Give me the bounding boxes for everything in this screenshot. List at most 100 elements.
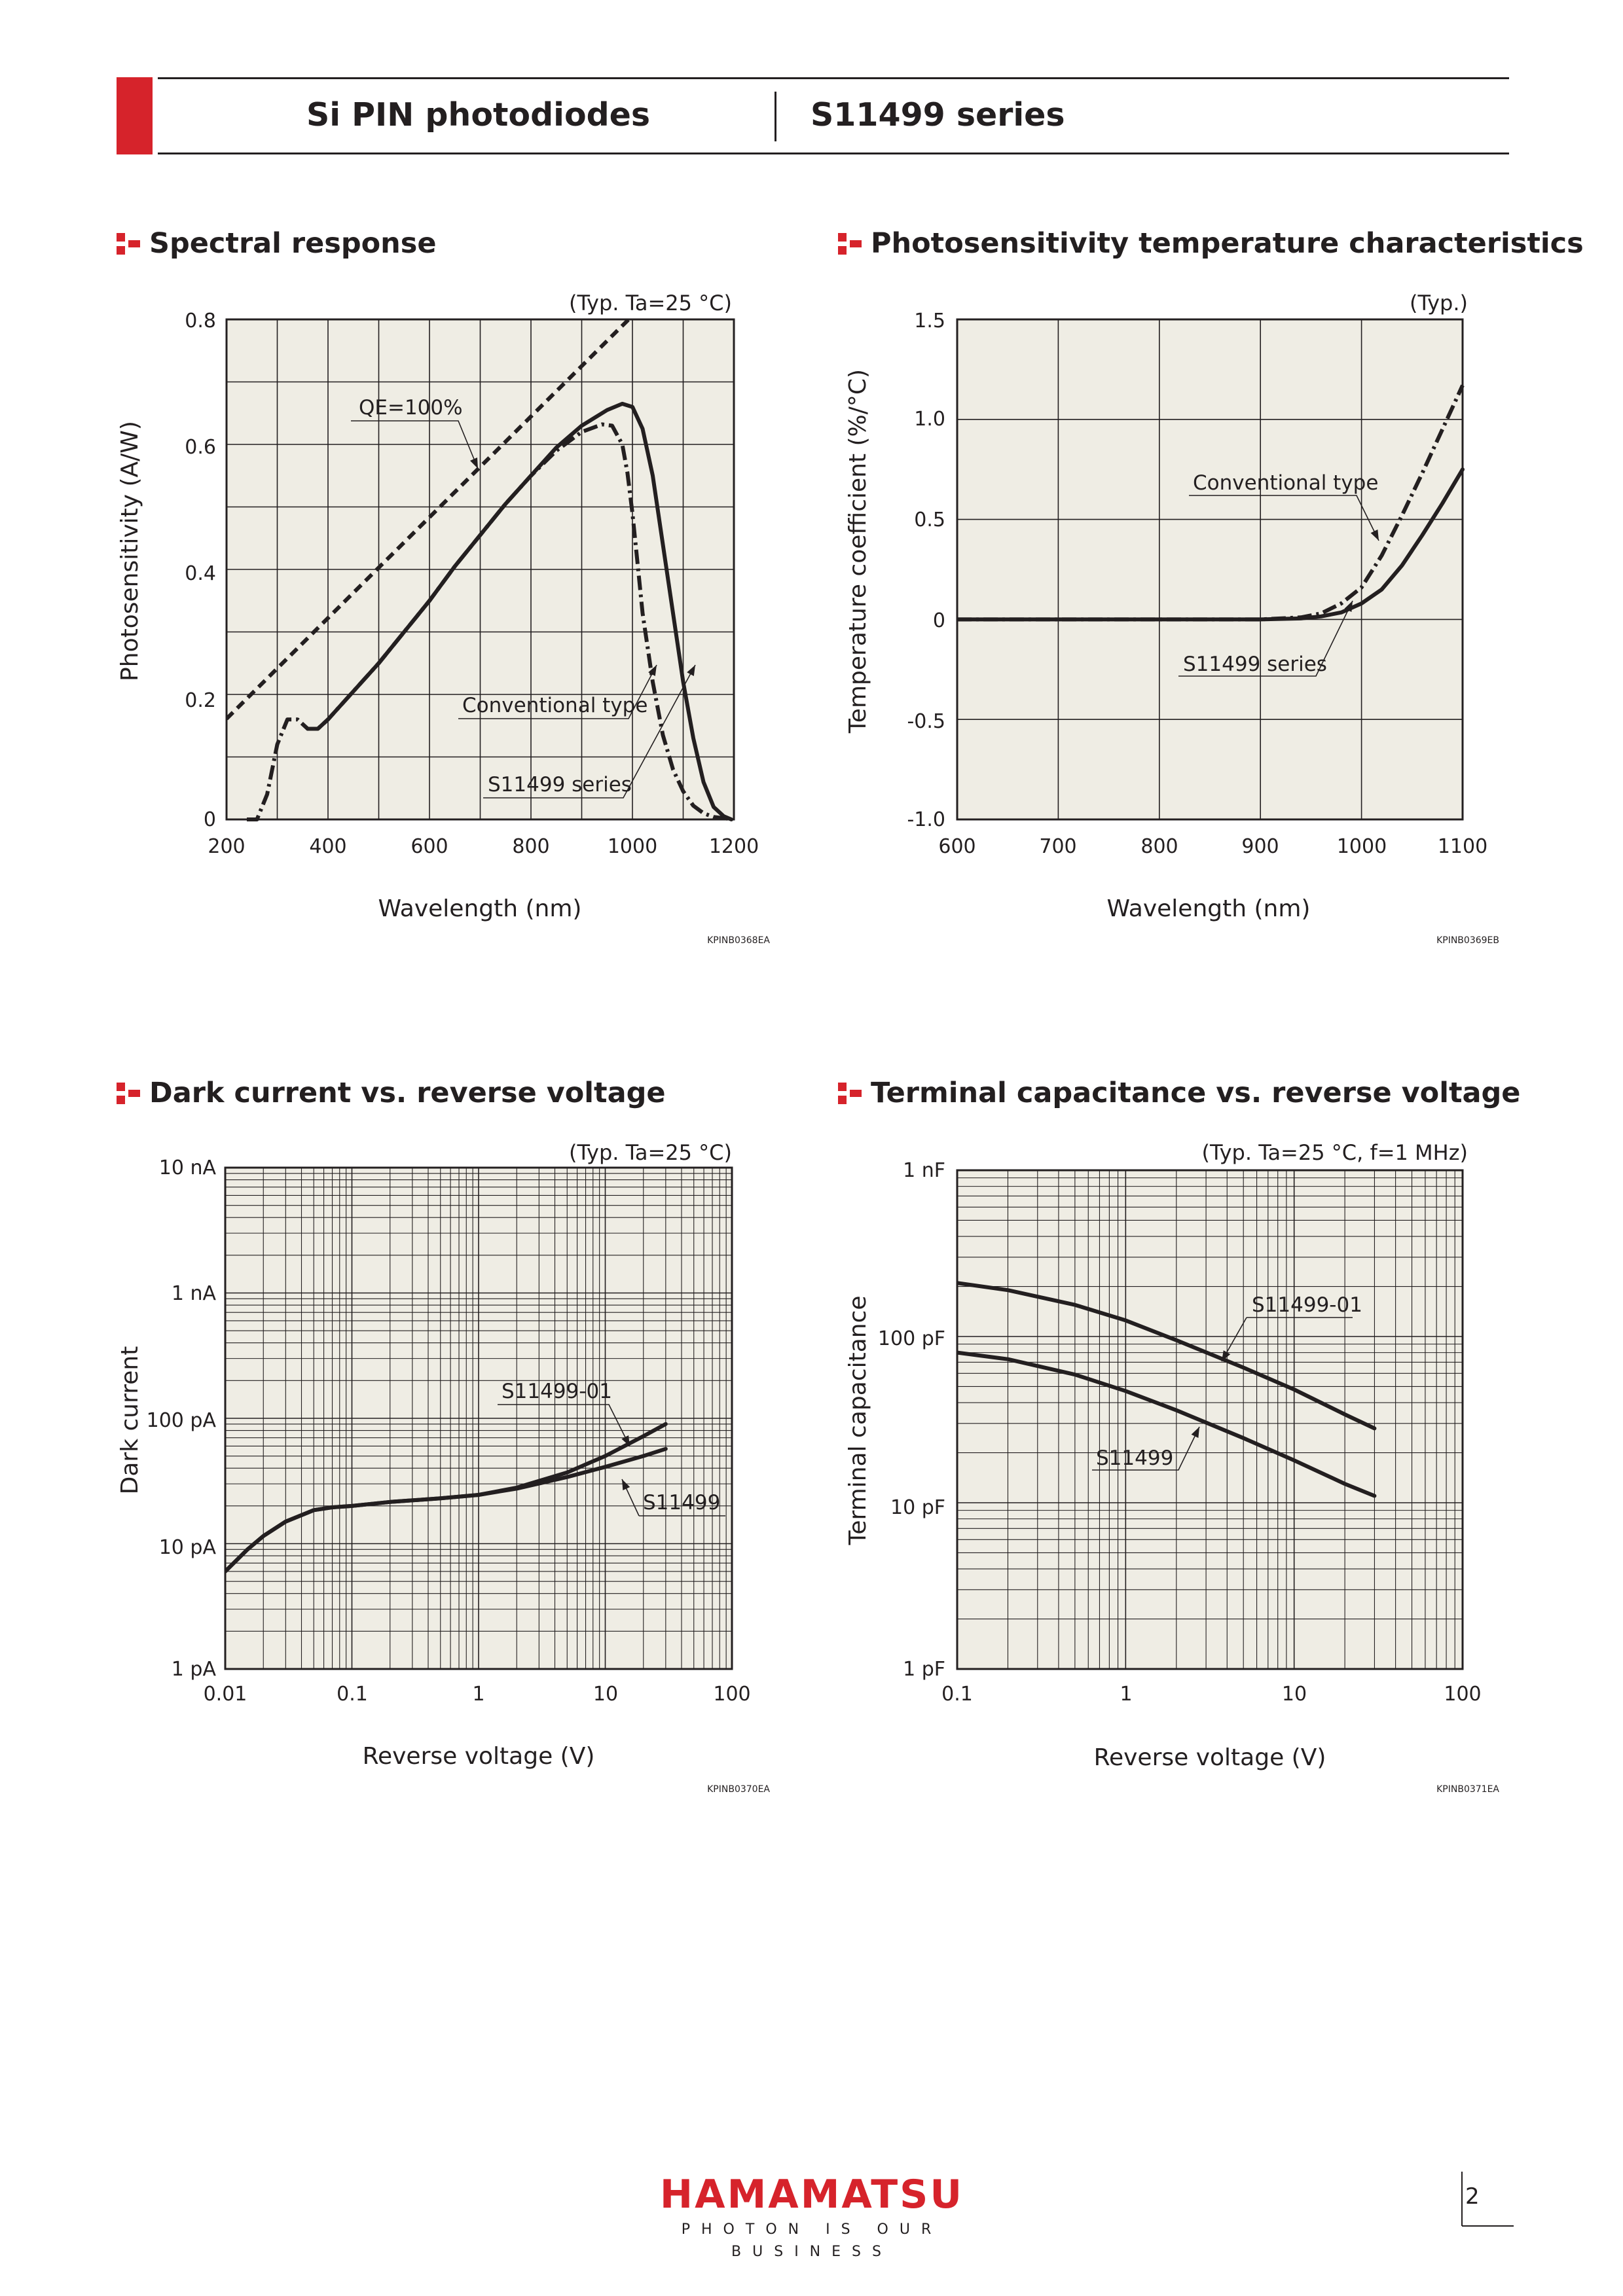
callout-label-s11499: S11499 series bbox=[488, 773, 632, 797]
callout-label-s11499: S11499 bbox=[1096, 1446, 1173, 1470]
plot-frame bbox=[224, 1166, 733, 1670]
x-tick-label: 1000 bbox=[608, 835, 657, 858]
logo-name: HAMAMATSU bbox=[659, 2172, 964, 2217]
x-axis-label: Reverse voltage (V) bbox=[363, 1743, 595, 1770]
figure-code: KPINB0371EA bbox=[1436, 1784, 1499, 1795]
y-tick-label: 0.5 bbox=[914, 509, 945, 531]
leader-arrow-s11499 bbox=[622, 1479, 630, 1491]
x-tick-label: 0.1 bbox=[941, 1683, 973, 1706]
y-tick-label: 1 pA bbox=[172, 1658, 217, 1681]
x-tick-label: 10 bbox=[593, 1683, 618, 1706]
y-tick-label: 100 pA bbox=[147, 1409, 217, 1432]
section-title-spectral-response: Spectral response bbox=[149, 227, 437, 260]
y-tick-label: 1 nF bbox=[903, 1159, 945, 1182]
y-axis-label: Temperature coefficient (%/°C) bbox=[845, 369, 871, 734]
hamamatsu-logo: HAMAMATSU PHOTON IS OUR BUSINESS bbox=[612, 2173, 1012, 2263]
series-line-qe-100- bbox=[227, 314, 634, 721]
y-tick-label: -1.0 bbox=[907, 808, 945, 831]
y-tick-label: 1.5 bbox=[914, 310, 945, 332]
leader-line-s11499 bbox=[483, 664, 696, 798]
plot-frame bbox=[225, 318, 735, 821]
y-axis-label: Terminal capacitance bbox=[845, 1295, 871, 1545]
y-tick-label: 1 pF bbox=[903, 1658, 945, 1681]
y-tick-label: 1 nA bbox=[172, 1282, 217, 1305]
chart-condition: (Typ. Ta=25 °C) bbox=[569, 1140, 732, 1165]
x-tick-label: 100 bbox=[713, 1683, 750, 1706]
plot-background bbox=[957, 1170, 1463, 1669]
callout-label-s11499-01: S11499-01 bbox=[1252, 1293, 1362, 1317]
x-tick-label: 800 bbox=[512, 835, 549, 858]
callout-label-s11499: S11499 series bbox=[1183, 653, 1327, 676]
series-line-s11499 bbox=[225, 1446, 668, 1573]
x-tick-label: 100 bbox=[1444, 1683, 1481, 1706]
header-series-name: S11499 series bbox=[811, 96, 1065, 134]
header-separator bbox=[775, 92, 776, 141]
chart-condition: (Typ.) bbox=[1410, 291, 1468, 315]
header-product-family: Si PIN photodiodes bbox=[306, 96, 651, 134]
x-tick-label: 0.01 bbox=[204, 1683, 247, 1706]
y-tick-label: 10 pA bbox=[159, 1536, 217, 1559]
leader-line-qe bbox=[351, 420, 479, 469]
figure-code: KPINB0370EA bbox=[707, 1784, 770, 1795]
y-tick-label: 0.2 bbox=[185, 689, 216, 712]
series-line-s11499-series bbox=[957, 467, 1465, 622]
y-tick-label: 0.6 bbox=[185, 436, 216, 459]
chart-condition: (Typ. Ta=25 °C) bbox=[569, 291, 732, 315]
plot-area bbox=[956, 1169, 1464, 1670]
leader-arrow-qe bbox=[470, 457, 478, 469]
section-title-terminal-capacitance: Terminal capacitance vs. reverse voltage bbox=[871, 1077, 1521, 1109]
callout-label-qe: QE=100% bbox=[359, 396, 463, 420]
plot-frame bbox=[956, 318, 1464, 821]
x-tick-label: 1200 bbox=[709, 835, 759, 858]
section-title-temperature-characteristics: Photosensitivity temperature characteris… bbox=[871, 227, 1584, 260]
y-tick-label: 0 bbox=[204, 808, 216, 831]
series-line-conventional-type bbox=[247, 422, 729, 821]
section-bullet-icon bbox=[838, 233, 862, 255]
y-axis-label: Dark current bbox=[117, 1346, 143, 1495]
header-top-rule bbox=[158, 77, 1509, 79]
plot-area bbox=[225, 318, 735, 821]
leader-line-conventional bbox=[1189, 495, 1379, 541]
leader-line-s11499 bbox=[1092, 1426, 1200, 1471]
callout-label-s11499: S11499 bbox=[643, 1491, 720, 1515]
callout-label-conventional: Conventional type bbox=[462, 694, 647, 717]
logo-tagline: PHOTON IS OUR BUSINESS bbox=[681, 2221, 943, 2260]
y-tick-label: 100 pF bbox=[878, 1327, 945, 1350]
page-number: 2 bbox=[1465, 2183, 1480, 2210]
series-line-s11499-series bbox=[306, 401, 734, 821]
y-tick-label: 1.0 bbox=[914, 408, 945, 431]
x-tick-label: 1000 bbox=[1337, 835, 1387, 858]
x-axis-label: Wavelength (nm) bbox=[378, 895, 582, 922]
leader-line-conventional bbox=[458, 664, 657, 719]
page-number-bracket bbox=[1461, 2172, 1514, 2227]
leader-line-s11499-01 bbox=[498, 1404, 630, 1447]
y-tick-label: 0.8 bbox=[185, 310, 216, 332]
y-axis-label: Photosensitivity (A/W) bbox=[117, 421, 143, 681]
callout-label-s11499-01: S11499-01 bbox=[501, 1380, 612, 1403]
x-tick-label: 700 bbox=[1039, 835, 1076, 858]
x-tick-label: 1 bbox=[472, 1683, 484, 1706]
section-title-dark-current: Dark current vs. reverse voltage bbox=[149, 1077, 666, 1109]
figure-code: KPINB0368EA bbox=[707, 935, 770, 946]
section-bullet-icon bbox=[117, 1083, 140, 1104]
plot-frame bbox=[956, 1169, 1464, 1670]
section-bullet-icon bbox=[117, 233, 140, 255]
x-tick-label: 600 bbox=[410, 835, 448, 858]
header-brand-bar bbox=[117, 77, 153, 154]
plot-area bbox=[956, 318, 1464, 821]
chart-condition: (Typ. Ta=25 °C, f=1 MHz) bbox=[1202, 1140, 1468, 1165]
leader-arrow-s11499-01 bbox=[621, 1435, 630, 1446]
y-tick-label: 0.4 bbox=[185, 562, 216, 585]
x-tick-label: 0.1 bbox=[337, 1683, 368, 1706]
leader-arrow-s11499 bbox=[687, 665, 695, 676]
plot-area bbox=[224, 1166, 733, 1670]
y-tick-label: -0.5 bbox=[907, 710, 945, 733]
leader-arrow-s11499 bbox=[1344, 601, 1353, 613]
x-tick-label: 200 bbox=[208, 835, 245, 858]
figure-code: KPINB0369EB bbox=[1436, 935, 1499, 946]
leader-arrow-conventional bbox=[1370, 529, 1379, 541]
plot-background bbox=[957, 319, 1463, 819]
